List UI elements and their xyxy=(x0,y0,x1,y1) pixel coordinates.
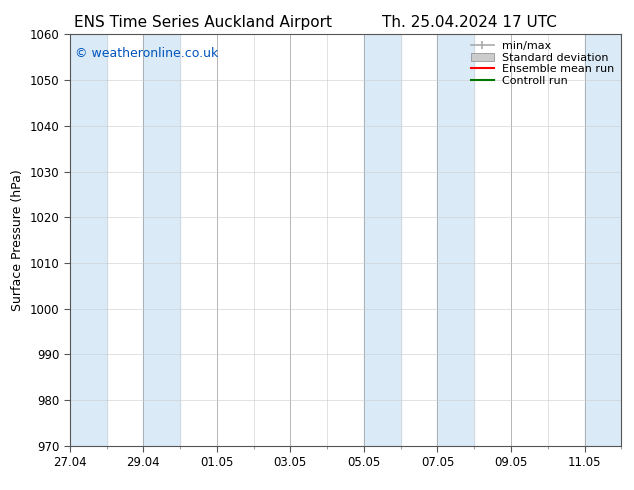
Text: © weatheronline.co.uk: © weatheronline.co.uk xyxy=(75,47,219,60)
Bar xyxy=(585,34,634,446)
Y-axis label: Surface Pressure (hPa): Surface Pressure (hPa) xyxy=(11,169,24,311)
Bar xyxy=(437,34,474,446)
Title: ENS Time Series Auckland Airport        Th. 25.04.2024 17 UTC: ENS Time Series Auckland Airport Th. 25.… xyxy=(0,489,1,490)
Bar xyxy=(70,34,107,446)
Legend: min/max, Standard deviation, Ensemble mean run, Controll run: min/max, Standard deviation, Ensemble me… xyxy=(467,37,619,91)
Text: ENS Time Series Auckland Airport: ENS Time Series Auckland Airport xyxy=(74,15,332,30)
Text: Th. 25.04.2024 17 UTC: Th. 25.04.2024 17 UTC xyxy=(382,15,557,30)
Bar xyxy=(143,34,180,446)
Bar xyxy=(364,34,401,446)
